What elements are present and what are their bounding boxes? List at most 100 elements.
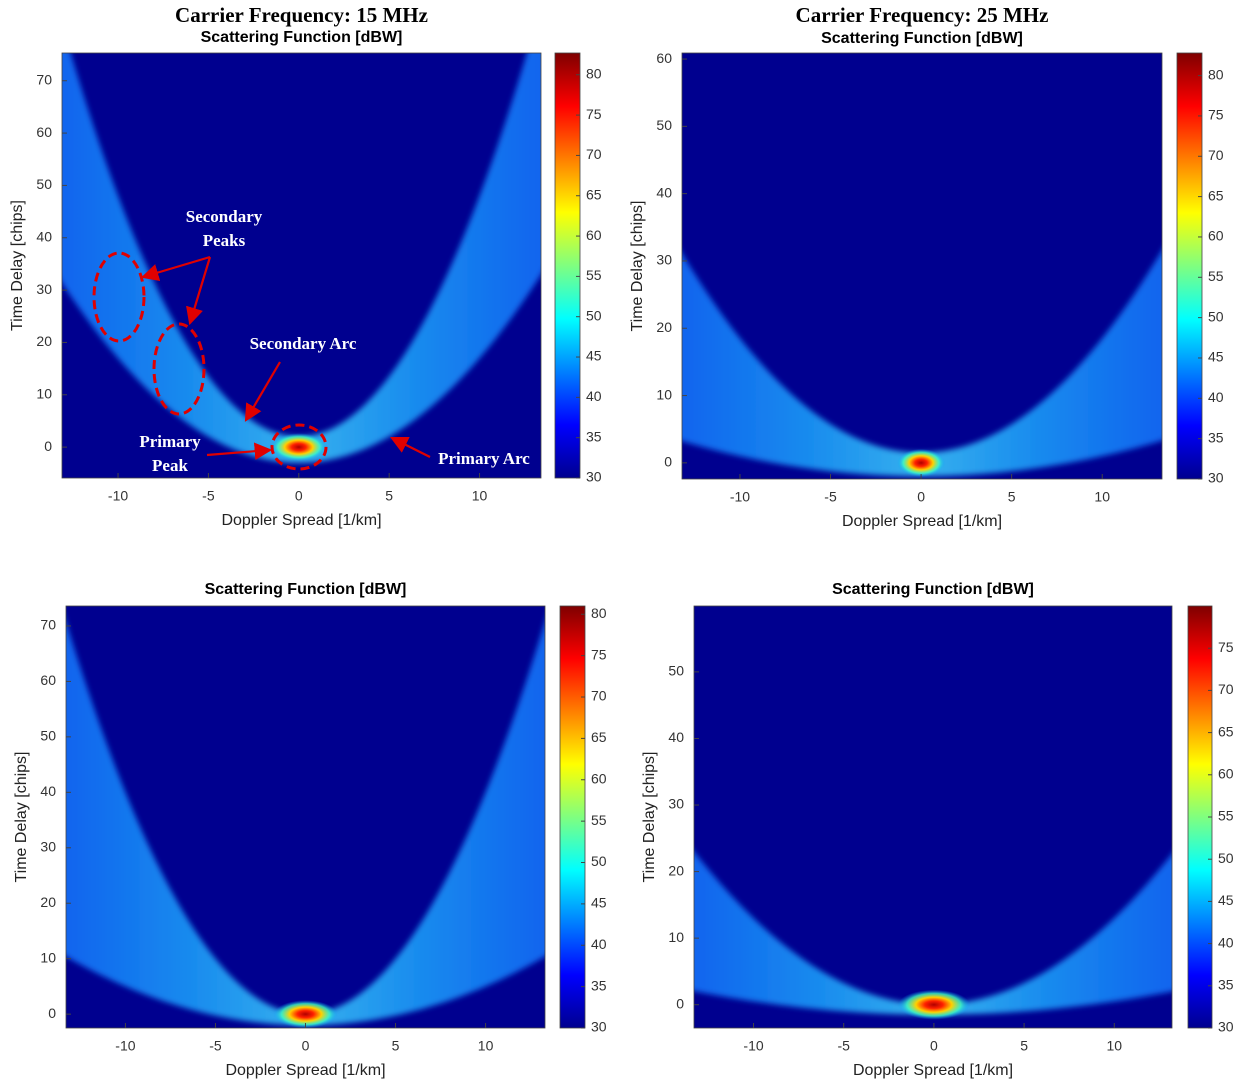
y-tick-label: 50	[656, 117, 672, 133]
x-tick-label: -10	[743, 1038, 763, 1054]
x-axis-label: Doppler Spread [1/km]	[853, 1062, 1013, 1079]
annotation-arrow	[390, 437, 431, 458]
annotation: Secondary	[186, 207, 263, 226]
x-tick-label: -5	[824, 489, 837, 505]
y-tick-label: 20	[36, 333, 52, 349]
annotation: Primary Arc	[438, 449, 530, 468]
y-tick-label: 30	[36, 281, 52, 297]
y-tick-label: 40	[656, 184, 672, 200]
colorbar-tick-label: 40	[1218, 934, 1234, 950]
colorbar-tick-label: 60	[1218, 766, 1234, 782]
heatmap	[682, 53, 1162, 479]
colorbar-tick-label: 45	[591, 895, 607, 911]
y-tick-label: 30	[40, 838, 56, 854]
annotation-arrow	[186, 256, 212, 326]
primary-peak	[897, 448, 946, 477]
y-tick-label: 60	[40, 672, 56, 688]
x-axis-label: Doppler Spread [1/km]	[221, 512, 381, 529]
colorbar-tick-label: 75	[1218, 639, 1234, 655]
annotation-arrow	[140, 255, 211, 282]
colorbar-tick-label: 40	[586, 388, 602, 404]
colorbar-tick-label: 50	[1208, 308, 1224, 324]
colorbar-tick-label: 65	[1208, 187, 1224, 203]
scatter-arc	[62, 53, 541, 463]
y-tick-label: 10	[668, 929, 684, 945]
x-tick-label: 5	[1008, 489, 1016, 505]
heatmap	[62, 53, 541, 478]
y-tick-label: 60	[36, 124, 52, 140]
y-axis-label: Time Delay [chips]	[13, 752, 30, 883]
colorbar-tick-label: 55	[591, 812, 607, 828]
colorbar	[559, 605, 586, 1029]
heatmap	[66, 606, 545, 1028]
colorbar-tick-label: 75	[1208, 107, 1224, 123]
annotation-arrow	[206, 442, 273, 460]
plot-title: Scattering Function [dBW]	[832, 581, 1034, 598]
x-tick-label: 0	[930, 1038, 938, 1054]
colorbar-tick-label: 80	[1208, 66, 1224, 82]
y-tick-label: 20	[40, 894, 56, 910]
colorbar-tick-label: 35	[1208, 429, 1224, 445]
x-tick-label: 10	[1106, 1038, 1122, 1054]
x-tick-label: 5	[1020, 1038, 1028, 1054]
y-tick-label: 50	[668, 663, 684, 679]
colorbar-tick-label: 30	[586, 469, 602, 485]
y-axis-label: Time Delay [chips]	[641, 752, 658, 883]
colorbar-tick-label: 55	[1218, 808, 1234, 824]
y-tick-label: 70	[36, 71, 52, 87]
colorbar-tick-label: 60	[586, 227, 602, 243]
colorbar-tick-label: 80	[591, 605, 607, 621]
annotation-arrow	[244, 361, 281, 422]
x-tick-label: 0	[295, 488, 303, 504]
y-tick-label: 0	[676, 995, 684, 1011]
plot-title: Scattering Function [dBW]	[205, 581, 407, 598]
x-tick-label: 0	[917, 489, 925, 505]
colorbar-tick-label: 65	[586, 186, 602, 202]
y-tick-label: 20	[668, 862, 684, 878]
colorbar-tick-label: 45	[1208, 349, 1224, 365]
y-tick-label: 60	[656, 50, 672, 66]
suptitle: Carrier Frequency: 25 MHz	[796, 3, 1049, 27]
x-tick-label: 10	[472, 488, 488, 504]
x-tick-label: 10	[478, 1038, 494, 1054]
scatter-arc	[682, 250, 1162, 477]
colorbar-tick-label: 70	[1208, 147, 1224, 163]
colorbar-tick-label: 60	[591, 770, 607, 786]
annotation: Peaks	[203, 231, 246, 250]
suptitle: Carrier Frequency: 15 MHz	[175, 3, 428, 27]
colorbar-tick-label: 50	[586, 307, 602, 323]
y-tick-label: 40	[668, 729, 684, 745]
x-tick-label: 0	[302, 1038, 310, 1054]
x-tick-label: 10	[1094, 489, 1110, 505]
x-axis-label: Doppler Spread [1/km]	[225, 1062, 385, 1079]
x-tick-label: -10	[730, 489, 750, 505]
axes-box	[681, 52, 1163, 480]
colorbar-tick-label: 65	[1218, 723, 1234, 739]
primary-peak	[273, 1000, 338, 1028]
y-tick-label: 10	[656, 386, 672, 402]
colorbar-tick-label: 50	[1218, 850, 1234, 866]
y-tick-label: 20	[656, 319, 672, 335]
colorbar-tick-label: 30	[591, 1019, 607, 1035]
y-tick-label: 0	[48, 1005, 56, 1021]
colorbar-tick-label: 70	[586, 146, 602, 162]
plot-title: Scattering Function [dBW]	[821, 30, 1023, 47]
colorbar-tick-label: 70	[591, 688, 607, 704]
colorbar-tick-label: 70	[1218, 681, 1234, 697]
y-tick-label: 70	[40, 617, 56, 633]
y-tick-label: 30	[668, 796, 684, 812]
colorbar-tick-label: 65	[591, 729, 607, 745]
y-tick-label: 10	[40, 949, 56, 965]
colorbar-tick-label: 55	[1208, 268, 1224, 284]
x-tick-label: -10	[115, 1038, 135, 1054]
colorbar-tick-label: 35	[586, 428, 602, 444]
y-tick-label: 30	[656, 252, 672, 268]
annotation-circle	[92, 251, 146, 343]
colorbar-tick-label: 55	[586, 267, 602, 283]
y-tick-label: 0	[664, 454, 672, 470]
y-tick-label: 10	[36, 385, 52, 401]
scatter-arc	[694, 851, 1172, 1015]
colorbar-tick-label: 35	[1218, 977, 1234, 993]
y-tick-label: 0	[44, 438, 52, 454]
